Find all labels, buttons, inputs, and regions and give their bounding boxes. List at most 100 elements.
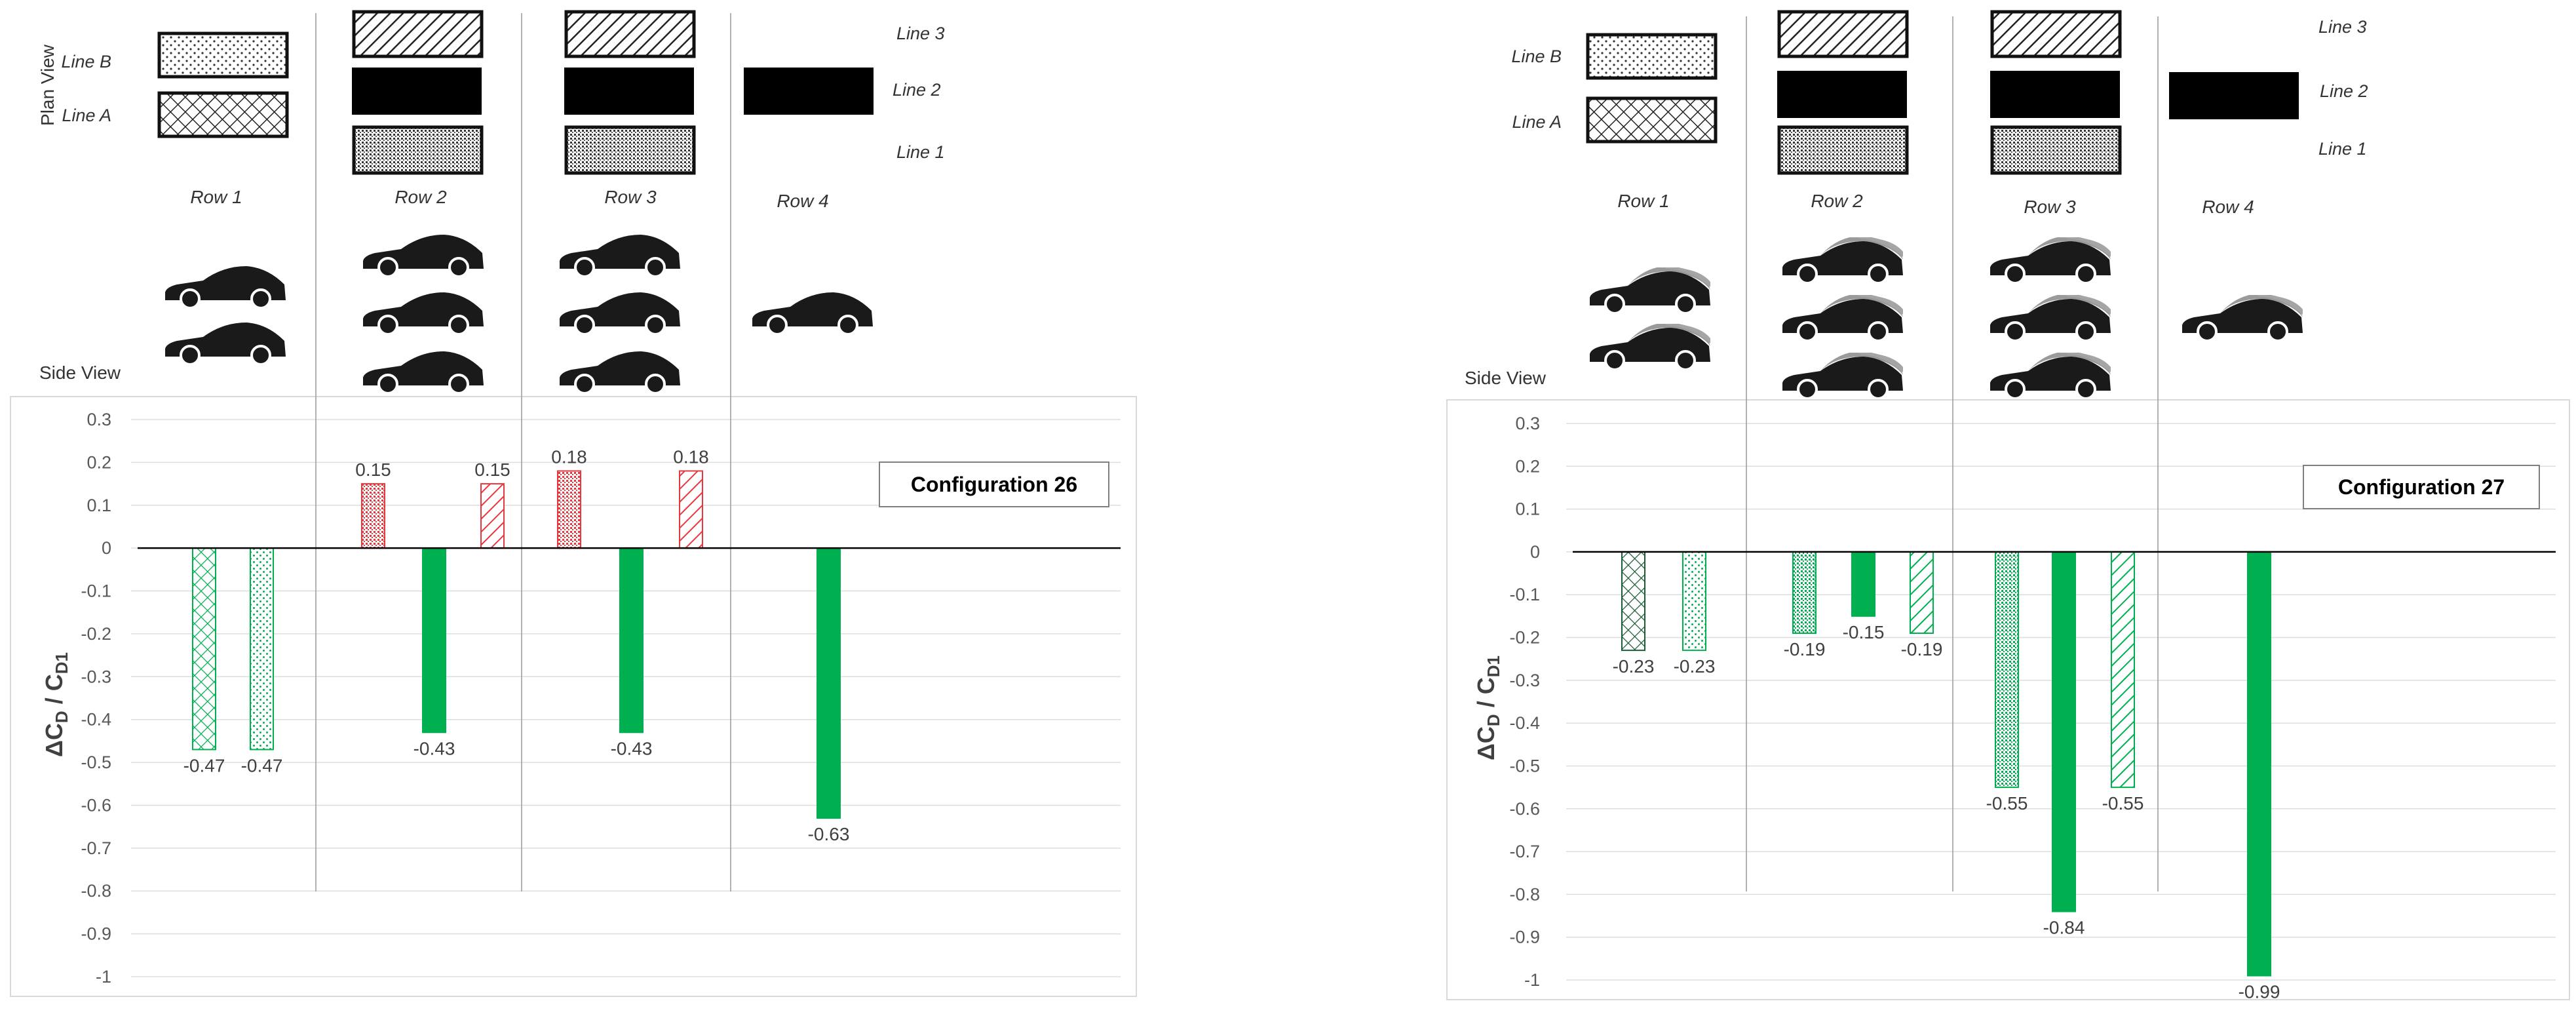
data-label: -0.19 [1784,639,1826,659]
car-icon [1781,295,1904,341]
car-icon [1781,237,1904,283]
bar [1792,551,1817,635]
y-tick-label: -0.7 [81,838,111,858]
configuration-title: Configuration 27 [2338,475,2505,499]
y-tick-label: -0.2 [81,624,111,644]
data-label: 0.18 [551,446,587,467]
car-icon [164,265,287,308]
data-label: -0.63 [808,824,850,844]
y-tick-label: -0.8 [1509,884,1540,904]
car-icon [164,321,287,364]
panel-configuration-27: 0.3 0.2 0.1 0 -0.1 -0.2 -0.3 -0.4 -0.5 -0.6 -0.7 -0… [1446,10,2570,1002]
y-tick-labels: 0.3 0.2 0.1 0 -0.1 -0.2 -0.3 -0.4 -0.5 -0.6 -0.7 -0… [1509,414,1540,990]
car-icon [362,291,485,334]
y-tick-label: -0.9 [81,924,111,944]
plan-block-line-3 [564,10,696,58]
car-icon [1781,353,1904,399]
plan-block-line-1 [564,125,696,175]
plan-block-line-1 [1777,125,1909,175]
bar [1995,551,2019,789]
y-tick-label: -0.5 [81,753,111,772]
car-icon [2181,295,2304,341]
line-b-label: Line B [1511,47,1562,66]
side-view-label: Side View [39,362,121,383]
row-1-label: Row 1 [1617,191,1669,211]
line-1-label: Line 1 [896,142,945,162]
y-tick-label: -0.2 [1509,628,1540,648]
y-tick-label: -0.3 [81,667,111,686]
bar [2052,551,2076,912]
car-icon [1588,267,1712,313]
plan-block-line-2 [1990,71,2120,118]
line-a-label: Line A [62,106,111,125]
plan-block-line-b [157,31,289,79]
line-b-label: Line B [61,52,111,71]
plan-block-line-2 [744,68,874,115]
plan-block-line-2 [1777,71,1907,118]
car-icon [1989,353,2112,399]
side-view-label: Side View [1465,368,1547,388]
bar [1851,551,1875,617]
y-axis-label: ΔCD / CD1 [41,652,71,757]
data-label: -0.55 [2102,793,2144,813]
y-tick-label: -0.9 [1509,928,1540,947]
bar [361,483,385,549]
bar [1621,551,1645,652]
y-tick-label: 0.3 [1515,414,1540,433]
plan-block-line-b [1586,33,1718,80]
car-icon [1989,237,2112,283]
row-2-label: Row 2 [394,187,447,207]
bar [1682,551,1706,652]
configuration-title-box [2303,465,2540,509]
plan-block-line-3 [1777,10,1909,58]
plan-block-line-3 [352,10,484,58]
y-tick-label: 0.1 [1515,499,1540,519]
line-2-label: Line 2 [893,80,941,100]
car-icon [1989,295,2112,341]
bar [422,547,446,734]
bars: -0.47 -0.47 0.15 -0.43 0.15 0.18 -0.43 0.18 -0.6… [183,446,850,844]
row-3-label: Row 3 [2024,197,2076,217]
configuration-title: Configuration 26 [911,473,1077,496]
y-tick-label: -0.8 [81,881,111,901]
line-2-label: Line 2 [2320,81,2368,101]
car-icon [362,233,485,277]
y-tick-label: 0.2 [87,452,111,472]
car-icon [558,233,682,277]
plan-block-line-1 [1990,125,2122,175]
data-label: -0.15 [1843,622,1885,642]
panel-configuration-26: 0.3 0.2 0.1 0 -0.1 -0.2 -0.3 -0.4 -0.5 -0.6 -0.7 -0… [10,10,1137,997]
plan-block-line-2 [564,68,694,115]
bar [2247,551,2271,977]
y-tick-label: -0.1 [1509,585,1540,604]
bar [250,547,274,751]
y-tick-label: -0.3 [1509,671,1540,690]
data-label: -0.47 [183,755,225,775]
y-tick-label: -0.6 [81,795,111,815]
plan-block-line-1 [352,125,484,175]
car-icon [558,291,682,334]
y-tick-label: -1 [96,967,111,987]
bar [557,470,581,549]
bar [679,470,703,549]
y-tick-labels: 0.3 0.2 0.1 0 -0.1 -0.2 -0.3 -0.4 -0.5 -0.6 -0.7 -0… [81,410,111,987]
data-label: -0.19 [1901,639,1943,659]
y-tick-label: -1 [1524,970,1540,990]
data-label: 0.18 [673,446,709,467]
data-label: -0.84 [2043,918,2085,938]
y-axis-label: ΔCD / CD1 [1472,656,1503,760]
data-label: -0.43 [413,738,455,758]
row-4-label: Row 4 [777,191,828,211]
bar [1910,551,1934,635]
data-label: 0.15 [474,460,510,480]
y-tick-label: 0.1 [87,496,111,515]
data-label: -0.43 [611,738,653,758]
row-2-label: Row 2 [1811,191,1863,211]
y-tick-label: -0.1 [81,581,111,601]
bars: -0.23 -0.23 -0.19 -0.15 -0.19 -0.55 -0.84 -0.55… [1613,551,2280,1002]
data-label: -0.55 [1986,793,2028,813]
car-icon [1588,324,1712,370]
y-tick-label: 0 [102,538,111,558]
bar [817,547,841,819]
